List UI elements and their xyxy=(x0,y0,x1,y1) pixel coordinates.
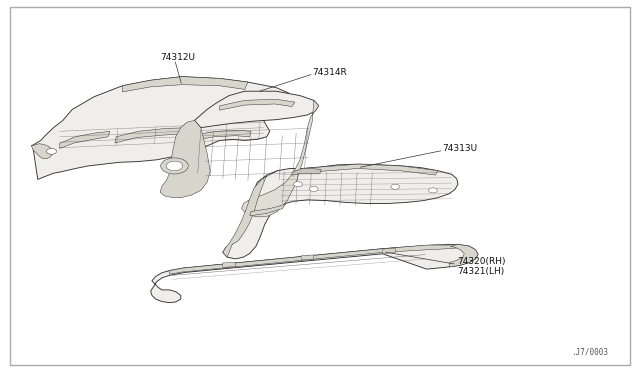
Text: 74314R: 74314R xyxy=(312,68,348,77)
Polygon shape xyxy=(223,262,236,267)
Polygon shape xyxy=(250,204,285,216)
Polygon shape xyxy=(31,144,54,159)
Polygon shape xyxy=(383,248,396,253)
Text: 74320(RH): 74320(RH) xyxy=(457,257,505,266)
Text: 74312U: 74312U xyxy=(160,53,195,62)
Polygon shape xyxy=(122,77,248,92)
Polygon shape xyxy=(301,255,314,260)
Polygon shape xyxy=(60,131,110,148)
Polygon shape xyxy=(160,121,211,198)
Circle shape xyxy=(294,182,303,187)
Polygon shape xyxy=(170,244,458,274)
Text: 74313U: 74313U xyxy=(442,144,477,153)
Circle shape xyxy=(47,148,56,154)
Circle shape xyxy=(309,186,318,192)
Text: .J7/0003: .J7/0003 xyxy=(571,347,608,356)
Circle shape xyxy=(391,184,399,189)
Polygon shape xyxy=(220,99,295,110)
Circle shape xyxy=(429,188,437,193)
Polygon shape xyxy=(449,244,478,267)
Polygon shape xyxy=(193,130,251,141)
Circle shape xyxy=(166,161,182,171)
Polygon shape xyxy=(303,164,438,175)
Polygon shape xyxy=(31,77,292,179)
Polygon shape xyxy=(150,244,478,303)
Polygon shape xyxy=(115,128,188,143)
Circle shape xyxy=(161,158,188,174)
Polygon shape xyxy=(195,91,319,128)
Polygon shape xyxy=(292,169,321,175)
Polygon shape xyxy=(223,164,458,259)
Text: 74321(LH): 74321(LH) xyxy=(457,267,504,276)
Polygon shape xyxy=(242,100,319,217)
Polygon shape xyxy=(223,171,277,257)
